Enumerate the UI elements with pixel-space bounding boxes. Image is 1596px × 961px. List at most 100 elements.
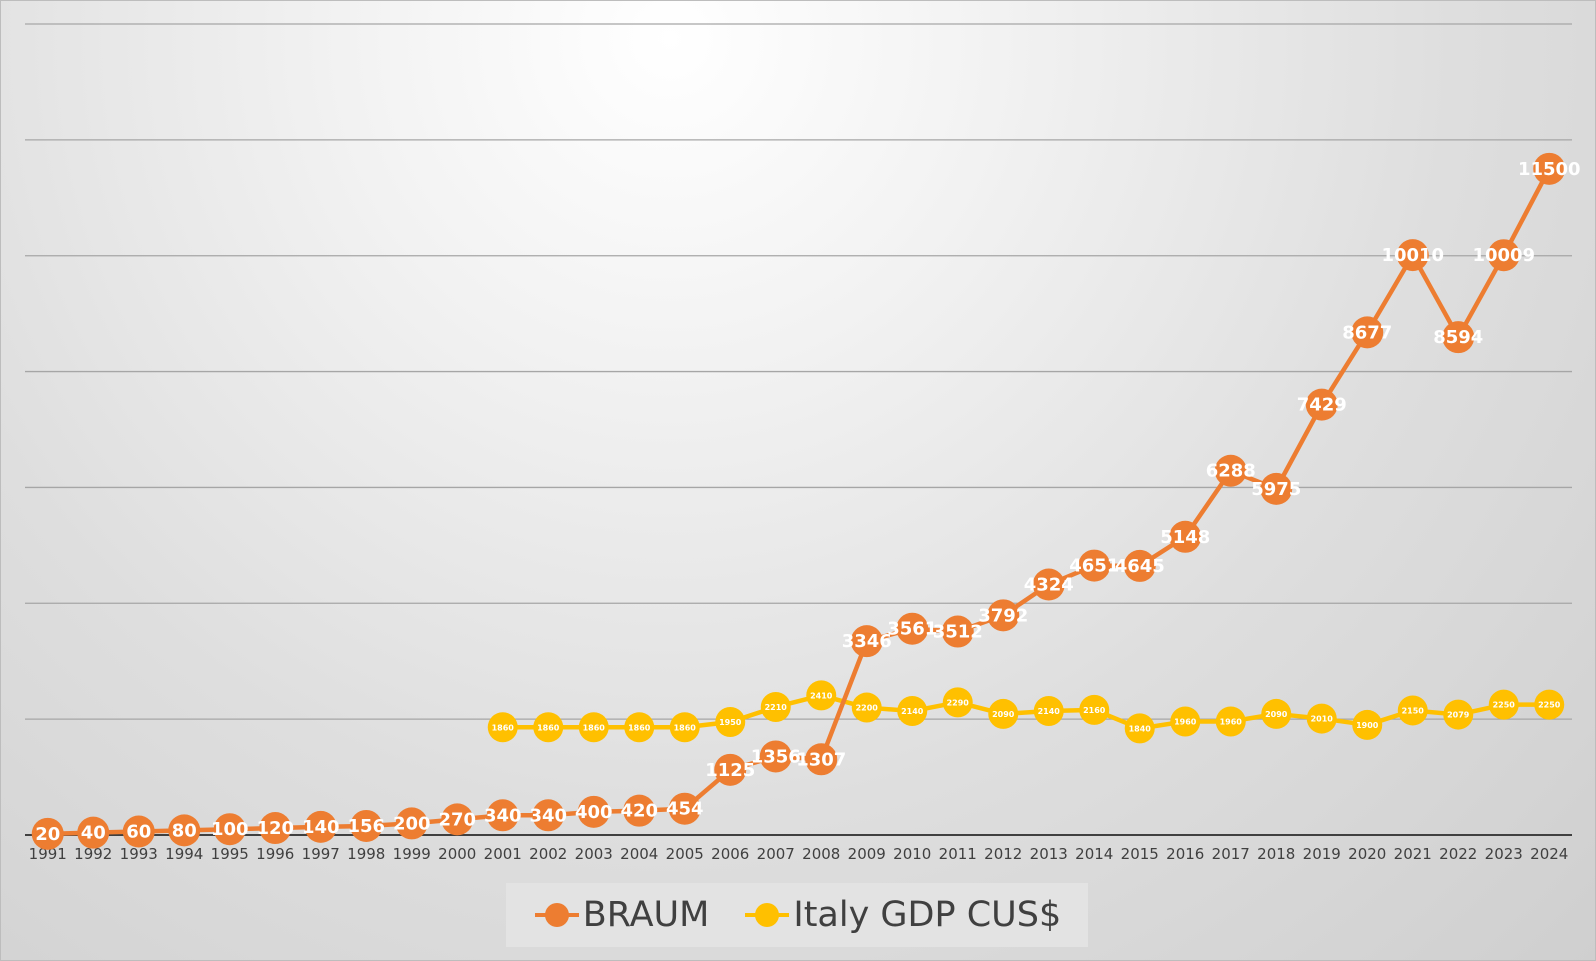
legend-item-series-1: BRAUM	[533, 895, 710, 935]
data-point	[850, 625, 883, 658]
data-point	[1397, 695, 1428, 726]
data-label: 7429	[1297, 395, 1347, 416]
data-label: 20	[35, 824, 60, 845]
x-tick-label: 1995	[211, 845, 249, 863]
data-point	[1123, 549, 1156, 582]
data-label: 3512	[933, 622, 983, 643]
data-label: 1960	[1220, 717, 1243, 726]
data-point	[1534, 689, 1565, 720]
data-point	[1214, 454, 1247, 487]
data-point	[1306, 703, 1337, 734]
data-label: 270	[438, 809, 476, 830]
x-tick-label: 2009	[848, 845, 886, 863]
data-label: 1860	[628, 723, 651, 732]
data-label: 1307	[796, 749, 846, 770]
data-label: 400	[575, 802, 613, 823]
data-label: 2090	[1265, 710, 1288, 719]
x-tick-label: 2019	[1303, 845, 1341, 863]
x-tick-label: 2002	[529, 845, 567, 863]
data-label: 3346	[842, 631, 892, 652]
data-point	[760, 691, 791, 722]
series-2: 1860 1860 1860 1860 1860 1950 2210 2410 2200 2140…	[487, 680, 1565, 744]
data-point	[395, 807, 428, 840]
data-label: 10009	[1472, 245, 1535, 266]
data-point	[1033, 696, 1064, 727]
data-point	[487, 712, 518, 743]
data-label: 100	[211, 819, 249, 840]
data-label: 2290	[947, 698, 970, 707]
legend-item-series-2: Italy GDP CUS$	[743, 895, 1061, 935]
x-tick-label: 2021	[1394, 845, 1432, 863]
data-point	[805, 743, 838, 776]
data-label: 4324	[1024, 575, 1074, 596]
data-point	[486, 799, 519, 832]
data-point	[304, 810, 337, 843]
data-point	[1032, 568, 1065, 601]
x-tick-label: 2001	[484, 845, 522, 863]
data-label: 80	[172, 820, 197, 841]
data-label: 5975	[1251, 479, 1301, 500]
x-axis: 1991 1992 1993 1994 1995 1996 1997 1998 1999 2000…	[25, 834, 1572, 863]
legend-marker-series-1	[534, 903, 579, 927]
data-label: 6288	[1206, 461, 1256, 482]
x-tick-label: 2004	[620, 845, 658, 863]
data-label: 10010	[1381, 245, 1444, 266]
data-label: 1860	[537, 723, 560, 732]
data-point	[259, 812, 292, 845]
data-point	[623, 794, 656, 827]
x-tick-label: 1993	[120, 845, 158, 863]
data-point	[806, 680, 837, 711]
data-point	[624, 712, 655, 743]
x-tick-label: 2000	[438, 845, 476, 863]
x-tick-label: 2005	[666, 845, 704, 863]
x-tick-label: 2013	[1030, 845, 1068, 863]
data-point	[942, 687, 973, 718]
data-point	[1488, 689, 1519, 720]
data-label: 2410	[810, 691, 833, 700]
data-label: 1125	[705, 760, 755, 781]
data-label: 2090	[992, 710, 1015, 719]
data-label: 120	[256, 818, 294, 839]
data-point	[987, 599, 1020, 632]
x-tick-label: 2015	[1121, 845, 1159, 863]
data-label: 2210	[765, 703, 788, 712]
data-point	[896, 612, 929, 645]
data-label: 156	[347, 816, 385, 837]
data-point	[1260, 472, 1293, 505]
data-point	[122, 815, 155, 848]
x-tick-label: 1998	[347, 845, 385, 863]
legend-marker-series-2	[745, 903, 790, 927]
data-point	[533, 712, 564, 743]
series-layer: 1860 1860 1860 1860 1860 1950 2210 2410 2200 2140…	[31, 152, 1581, 850]
data-label: 200	[393, 813, 431, 834]
x-tick-label: 1996	[256, 845, 294, 863]
data-label: 5148	[1160, 527, 1210, 548]
data-label: 1860	[583, 723, 606, 732]
data-label: 140	[302, 817, 340, 838]
data-point	[668, 792, 701, 825]
data-point	[669, 712, 700, 743]
legend-label-series-1: BRAUM	[582, 895, 710, 935]
data-label: 340	[529, 805, 567, 826]
data-point	[1261, 698, 1292, 729]
x-tick-label: 1997	[302, 845, 340, 863]
data-point	[1124, 713, 1155, 744]
data-point	[715, 707, 746, 738]
data-point	[441, 803, 474, 836]
x-tick-label: 2017	[1212, 845, 1250, 863]
data-point	[1533, 152, 1566, 185]
x-tick-label: 2023	[1485, 845, 1523, 863]
data-point	[1305, 388, 1338, 421]
x-tick-label: 2018	[1257, 845, 1295, 863]
data-point	[1078, 549, 1111, 582]
data-label: 8677	[1342, 322, 1392, 343]
data-point	[759, 740, 792, 773]
x-tick-label: 2012	[984, 845, 1022, 863]
x-tick-label: 2007	[757, 845, 795, 863]
data-point	[1170, 706, 1201, 737]
data-point	[1443, 699, 1474, 730]
data-label: 60	[126, 822, 151, 843]
data-label: 4651	[1069, 556, 1119, 577]
x-tick-label: 1999	[393, 845, 431, 863]
